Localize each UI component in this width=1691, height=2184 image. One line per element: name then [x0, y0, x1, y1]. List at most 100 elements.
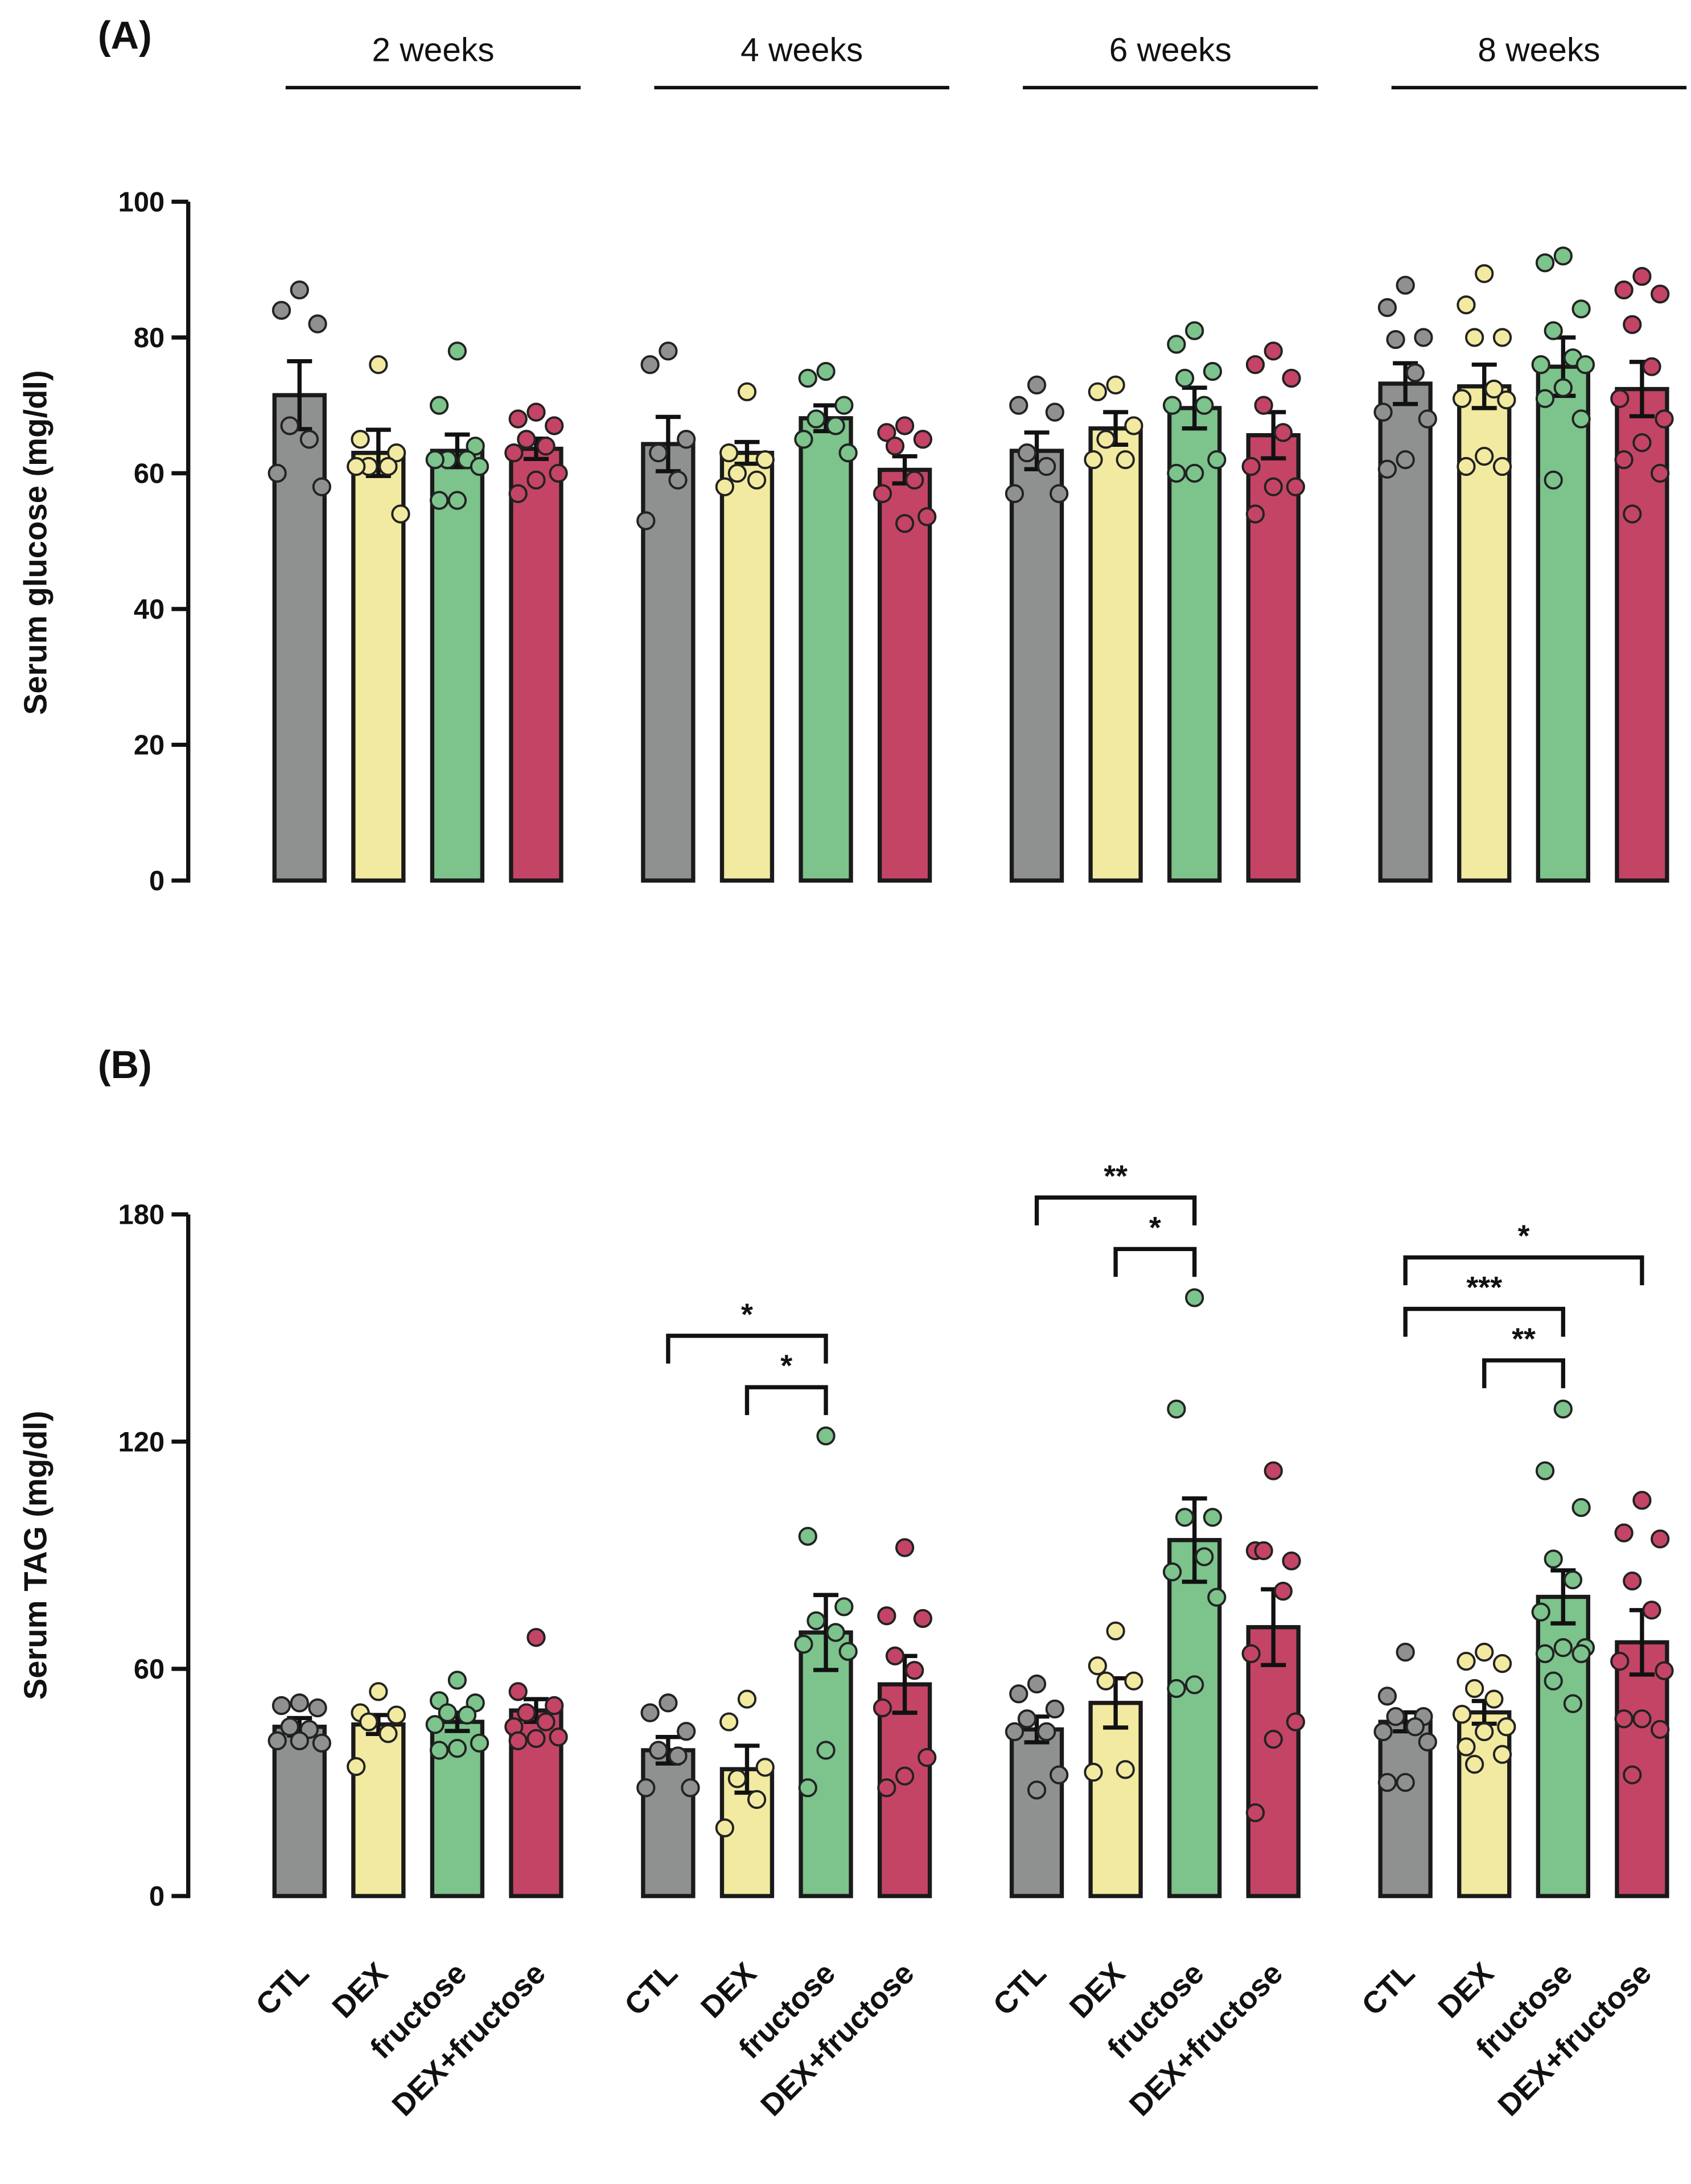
data-point: [1492, 1745, 1512, 1764]
data-point: [1207, 1587, 1227, 1607]
significance-label: **: [1104, 1159, 1128, 1193]
group-header-label: 8 weeks: [1478, 32, 1600, 69]
data-point: [1027, 1780, 1047, 1800]
data-point: [1418, 409, 1437, 429]
data-point: [668, 470, 688, 490]
data-point: [715, 477, 734, 496]
data-point: [526, 402, 546, 422]
x-category-label: DEX: [1063, 1956, 1132, 2025]
data-point: [873, 1698, 892, 1718]
data-point: [378, 456, 398, 476]
data-point: [1264, 1730, 1283, 1749]
data-point: [1642, 1601, 1661, 1620]
data-point: [719, 1712, 739, 1731]
data-point: [1651, 284, 1670, 304]
data-point: [834, 1597, 854, 1617]
data-point: [1005, 1722, 1025, 1741]
data-point: [649, 1741, 668, 1760]
data-point: [1632, 1491, 1652, 1510]
data-point: [351, 430, 370, 449]
data-point: [508, 484, 528, 503]
data-point: [1386, 1707, 1405, 1726]
data-point: [1651, 1529, 1670, 1549]
data-point: [1418, 1732, 1437, 1751]
data-point: [430, 1741, 449, 1760]
data-point: [1535, 1461, 1555, 1480]
data-point: [378, 1724, 398, 1743]
significance-bracket: [1113, 1247, 1197, 1277]
x-category-label: CTL: [1355, 1956, 1421, 2022]
data-point: [1027, 375, 1047, 395]
data-point: [1017, 1709, 1037, 1729]
data-point: [290, 280, 309, 300]
data-point: [447, 491, 467, 510]
data-point: [1377, 1772, 1397, 1792]
data-point: [386, 443, 406, 463]
data-point: [885, 1646, 905, 1665]
data-point: [1185, 463, 1204, 483]
data-point: [885, 437, 905, 456]
data-point: [1614, 450, 1634, 470]
data-point: [917, 507, 937, 527]
data-point: [807, 1611, 826, 1631]
x-category-label: CTL: [249, 1956, 315, 2022]
data-point: [1084, 1762, 1103, 1782]
significance-label: *: [741, 1297, 753, 1331]
data-point: [549, 1728, 568, 1747]
data-point: [268, 1731, 287, 1750]
data-point: [1453, 1705, 1472, 1724]
data-point: [877, 1778, 896, 1798]
data-point: [715, 1818, 734, 1837]
significance-bracket: [1403, 1255, 1644, 1286]
panel-label: (A): [98, 14, 152, 57]
data-point: [1045, 1699, 1064, 1719]
y-tick-label: 180: [118, 1200, 165, 1231]
significance-label: *: [1518, 1219, 1530, 1253]
data-point: [1457, 295, 1476, 315]
data-point: [1167, 335, 1186, 354]
data-point: [798, 368, 817, 388]
data-point: [1088, 1656, 1107, 1676]
data-point: [681, 1778, 700, 1798]
data-point: [508, 409, 528, 429]
data-point: [1475, 1643, 1494, 1662]
data-point: [1614, 280, 1634, 300]
data-point: [1614, 1709, 1634, 1729]
data-point: [807, 409, 826, 429]
data-point: [1273, 423, 1293, 442]
data-point: [1492, 328, 1512, 347]
data-point: [1531, 355, 1550, 375]
bar-fructose: [799, 416, 853, 883]
data-point: [430, 491, 449, 510]
data-point: [504, 443, 524, 463]
data-point: [636, 511, 656, 530]
data-point: [816, 1426, 836, 1446]
data-point: [1475, 264, 1494, 283]
data-point: [727, 1769, 747, 1788]
data-point: [1096, 1671, 1116, 1691]
data-point: [1377, 459, 1397, 479]
data-point: [299, 430, 319, 449]
data-point: [1185, 1675, 1204, 1694]
data-point: [1254, 1541, 1273, 1560]
data-point: [1497, 1717, 1516, 1737]
data-point: [308, 314, 327, 334]
bar-ctl: [641, 1748, 696, 1898]
data-point: [1457, 1737, 1476, 1757]
data-point: [1264, 1461, 1283, 1480]
data-point: [1497, 390, 1516, 410]
significance-bracket: [1403, 1306, 1565, 1337]
bar-dex-fructose: [1246, 1625, 1301, 1898]
bar-ctl: [1378, 1720, 1433, 1898]
data-point: [1005, 484, 1025, 503]
y-tick-label: 0: [149, 1881, 164, 1912]
data-point: [1571, 1498, 1591, 1517]
y-axis-title: Serum TAG (mg/dl): [17, 1410, 53, 1700]
data-point: [1651, 463, 1670, 483]
data-point: [640, 355, 660, 375]
data-point: [877, 423, 896, 442]
y-tick-label: 120: [118, 1427, 165, 1458]
data-point: [1610, 1651, 1630, 1671]
group-headers: 2 weeks 4 weeks 6 weeks 8 weeks: [285, 32, 1687, 90]
